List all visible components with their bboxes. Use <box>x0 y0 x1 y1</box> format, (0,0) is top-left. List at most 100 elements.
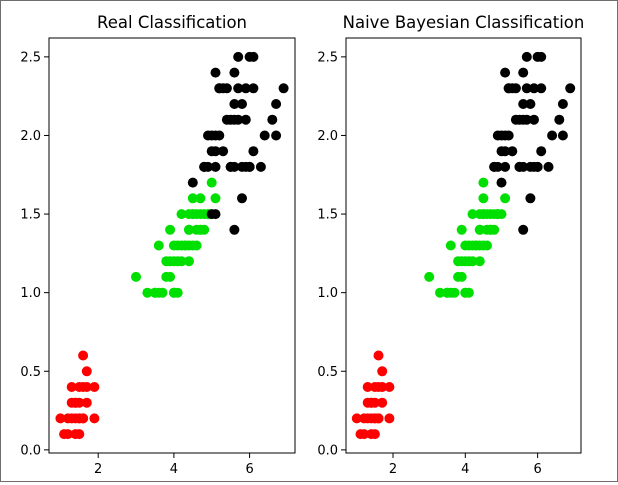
data-point <box>62 413 73 424</box>
data-point <box>514 161 525 172</box>
data-point <box>366 429 377 440</box>
data-point <box>161 271 172 282</box>
data-point <box>445 240 456 251</box>
data-point <box>70 429 81 440</box>
data-point <box>218 146 229 157</box>
data-point <box>489 224 500 235</box>
data-point <box>525 99 536 109</box>
data-point <box>172 256 183 267</box>
y-tick-label: 1.5 <box>317 208 338 223</box>
data-point <box>359 429 370 440</box>
data-point <box>373 350 384 361</box>
data-point <box>278 83 289 94</box>
data-point <box>240 114 251 125</box>
data-point <box>500 67 511 78</box>
y-tick-label: 2.0 <box>317 129 338 144</box>
data-point <box>500 193 511 204</box>
data-point <box>467 209 478 220</box>
data-point <box>557 99 568 109</box>
data-point <box>259 130 270 141</box>
data-point <box>529 161 539 172</box>
data-point <box>373 413 384 424</box>
data-point <box>55 413 66 424</box>
data-point <box>203 130 213 141</box>
data-point <box>206 146 217 157</box>
data-point <box>362 397 373 408</box>
data-point <box>237 193 247 204</box>
y-tick-label: 2.5 <box>20 50 41 65</box>
data-point <box>267 114 278 125</box>
data-point <box>518 224 529 235</box>
data-point <box>478 193 489 204</box>
data-point <box>237 99 247 109</box>
data-point <box>89 382 100 392</box>
chart-title: Real Classification <box>97 13 247 32</box>
y-tick-label: 1.0 <box>317 286 338 301</box>
data-point <box>248 146 259 157</box>
data-point <box>456 224 467 235</box>
data-point <box>503 83 514 94</box>
y-tick-label: 0.0 <box>317 443 338 458</box>
data-point <box>543 161 554 172</box>
data-point <box>195 193 206 204</box>
data-point <box>206 177 217 188</box>
data-point <box>233 51 244 62</box>
data-point <box>214 83 225 94</box>
data-point <box>453 271 464 282</box>
data-point <box>529 114 539 125</box>
data-point <box>225 161 236 172</box>
data-point <box>482 224 492 235</box>
data-point <box>229 224 240 235</box>
data-point <box>369 382 380 392</box>
chart-naive-bayesian-classification: Naive Bayesian Classification 2 4 6 0.0 0.5 1.… <box>317 13 584 477</box>
data-point <box>271 130 282 141</box>
data-point <box>78 350 89 361</box>
data-point <box>187 240 198 251</box>
data-point <box>161 256 172 267</box>
series-class-black <box>489 51 576 235</box>
data-point <box>489 209 500 220</box>
data-point <box>435 287 445 298</box>
data-point <box>184 224 194 235</box>
chart-title: Naive Bayesian Classification <box>343 13 585 32</box>
data-point <box>521 83 532 94</box>
data-point <box>359 413 370 424</box>
data-point <box>89 413 100 424</box>
data-point <box>165 224 176 235</box>
data-point <box>150 287 160 298</box>
data-point <box>478 240 489 251</box>
data-point <box>518 114 529 125</box>
data-point <box>184 209 194 220</box>
data-point <box>210 209 221 220</box>
data-point <box>248 51 259 62</box>
data-point <box>362 382 373 392</box>
data-point <box>518 67 529 78</box>
data-point <box>187 177 198 188</box>
data-point <box>351 413 362 424</box>
data-point <box>168 287 179 298</box>
data-point <box>210 193 221 204</box>
data-point <box>199 224 210 235</box>
y-tick-label: 0.5 <box>20 365 41 380</box>
data-point <box>240 83 251 94</box>
data-point <box>518 99 529 109</box>
data-point <box>536 83 547 94</box>
data-point <box>184 256 194 267</box>
data-point <box>492 130 503 141</box>
data-point <box>489 161 500 172</box>
data-point <box>474 209 485 220</box>
data-point <box>255 161 266 172</box>
data-point <box>176 209 187 220</box>
x-tick-label: 6 <box>245 462 253 477</box>
data-point <box>199 209 210 220</box>
data-point <box>62 429 73 440</box>
data-point <box>142 287 153 298</box>
data-point <box>229 99 240 109</box>
data-point <box>510 114 521 125</box>
data-point <box>496 177 507 188</box>
plot-area-frame <box>48 37 296 454</box>
data-point <box>547 130 558 141</box>
data-point <box>525 193 536 204</box>
